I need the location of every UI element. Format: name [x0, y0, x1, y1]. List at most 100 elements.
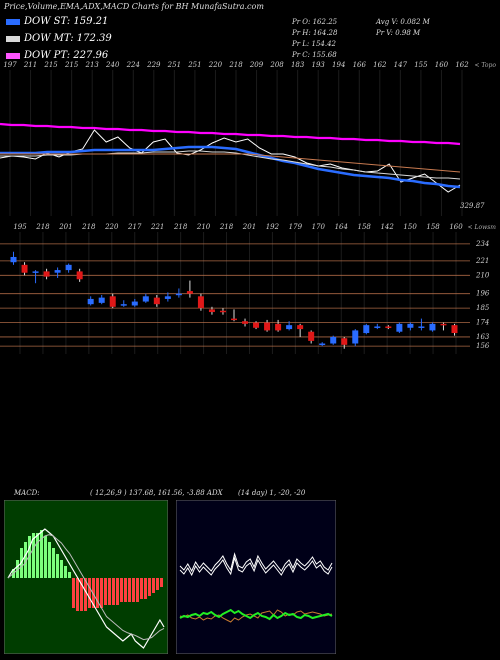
price-top-label: 164: [335, 223, 348, 231]
ema-top-label: 218: [228, 61, 243, 69]
macd-histogram-bar: [96, 578, 99, 608]
macd-histogram-bar: [72, 578, 75, 608]
macd-histogram-bar: [48, 542, 51, 578]
price-top-label: 220: [104, 223, 119, 231]
price-top-label: 158: [426, 223, 440, 231]
legend-swatch-blue: [6, 18, 20, 25]
info-pr-l: Pr L: 154.42: [292, 40, 337, 48]
candle-body: [396, 323, 403, 332]
ema-top-label: 251: [167, 61, 181, 69]
info-pr-c: Pr C: 155.68: [292, 51, 337, 59]
candle-body: [440, 323, 447, 326]
ema-top-label: 193: [311, 61, 325, 69]
macd-histogram-bar: [128, 578, 131, 602]
macd-histogram-bar: [88, 578, 91, 608]
candle-body: [76, 271, 83, 280]
macd-histogram-bar: [156, 578, 159, 590]
ema-top-label: 215: [64, 61, 79, 69]
candle-body: [153, 297, 160, 305]
macd-histogram-bar: [36, 533, 39, 578]
macd-histogram-bar: [104, 578, 107, 605]
candle-body: [65, 264, 72, 271]
ema-top-label: 215: [43, 61, 58, 69]
macd-background: [4, 500, 168, 654]
macd-histogram-bar: [148, 578, 151, 596]
price-top-label: 150: [403, 223, 417, 231]
price-top-label: 218: [81, 223, 96, 231]
macd-histogram-bar: [160, 578, 163, 587]
price-top-label: 221: [150, 223, 164, 231]
candle-body: [385, 326, 392, 328]
price-chart: 195 218 201 218 220 217 221 218 210 218 201 192 179 1…: [0, 223, 497, 354]
ema-top-label: 211: [23, 61, 37, 69]
price-top-label: 218: [219, 223, 234, 231]
adx-background: [176, 500, 336, 654]
candle-body: [286, 325, 293, 330]
legend-dow-pt: DOW PT: 227.96: [6, 50, 108, 61]
price-top-label: 217: [127, 223, 142, 231]
macd-histogram-bar: [52, 548, 55, 578]
ema-series-line: [0, 150, 461, 180]
price-top-label: 192: [266, 223, 280, 231]
price-top-label: 201: [58, 223, 72, 231]
ema-top-label: 147: [394, 61, 408, 69]
candle-body: [297, 325, 304, 330]
ema-top-label: 197: [3, 61, 17, 69]
macd-histogram-bar: [84, 578, 87, 611]
macd-histogram-bar: [124, 578, 127, 602]
adx-plus-di-line: [179, 608, 333, 621]
macd-histogram-bar: [136, 578, 139, 602]
info-pr-v: Pr V: 0.98 M: [376, 29, 421, 37]
candle-body: [197, 296, 204, 309]
price-level-label: 163: [476, 333, 490, 341]
candle-body: [341, 338, 348, 345]
candle-body: [43, 271, 50, 277]
candle-body: [219, 310, 226, 313]
macd-chart: [4, 500, 168, 654]
legend-swatch-white: [6, 35, 20, 42]
candle-body: [175, 293, 182, 296]
ema-top-label: 194: [332, 61, 345, 69]
ema-top-label: 166: [353, 61, 367, 69]
candle-body: [54, 270, 61, 273]
macd-histogram-bar: [100, 578, 103, 608]
price-top-label: 142: [380, 223, 394, 231]
candle-body: [10, 256, 17, 263]
macd-histogram-bar: [120, 578, 123, 602]
price-top-label: 218: [35, 223, 50, 231]
macd-params: ( 12,26,9 ) 137.68, 161.56, -3.88 ADX: [90, 489, 223, 497]
ema-chart: 197 211 215 215 213 240 224 229 251 251 220 218 209 2…: [0, 61, 496, 216]
price-top-label: 170: [312, 223, 326, 231]
macd-histogram-bar: [144, 578, 147, 599]
candle-body: [208, 309, 215, 313]
candle-body: [352, 330, 359, 344]
adx-chart: [176, 500, 336, 654]
price-top-label: 201: [242, 223, 256, 231]
legend-label-dow-st: DOW ST: 159.21: [24, 16, 109, 27]
candle-body: [308, 331, 315, 341]
candle-body: [186, 291, 193, 294]
ema-series-line: [0, 122, 461, 146]
legend-dow-mt: DOW MT: 172.39: [6, 33, 112, 44]
legend-label-dow-pt: DOW PT: 227.96: [24, 50, 109, 61]
price-level-label: 156: [476, 342, 490, 350]
adx-di-line: [179, 556, 333, 577]
price-level-label: 234: [475, 240, 489, 248]
candle-body: [330, 336, 337, 344]
price-level-label: 210: [475, 271, 490, 279]
legend-dow-st: DOW ST: 159.21: [6, 16, 108, 27]
price-axis-tag: < Lowsm: [468, 224, 497, 231]
macd-histogram-bar: [64, 566, 67, 578]
candle-body: [231, 318, 237, 321]
candle-body: [109, 296, 116, 307]
macd-histogram-bar: [24, 542, 27, 578]
candle-body: [98, 297, 105, 303]
macd-histogram-bar: [152, 578, 155, 593]
candle-body: [87, 298, 94, 305]
macd-signal-line: [7, 534, 165, 641]
ema-series-line: [0, 129, 461, 193]
candle-body: [319, 343, 326, 346]
macd-label: MACD:: [14, 489, 40, 497]
ema-top-label: 162: [455, 61, 469, 69]
macd-histogram-bar: [40, 530, 43, 578]
